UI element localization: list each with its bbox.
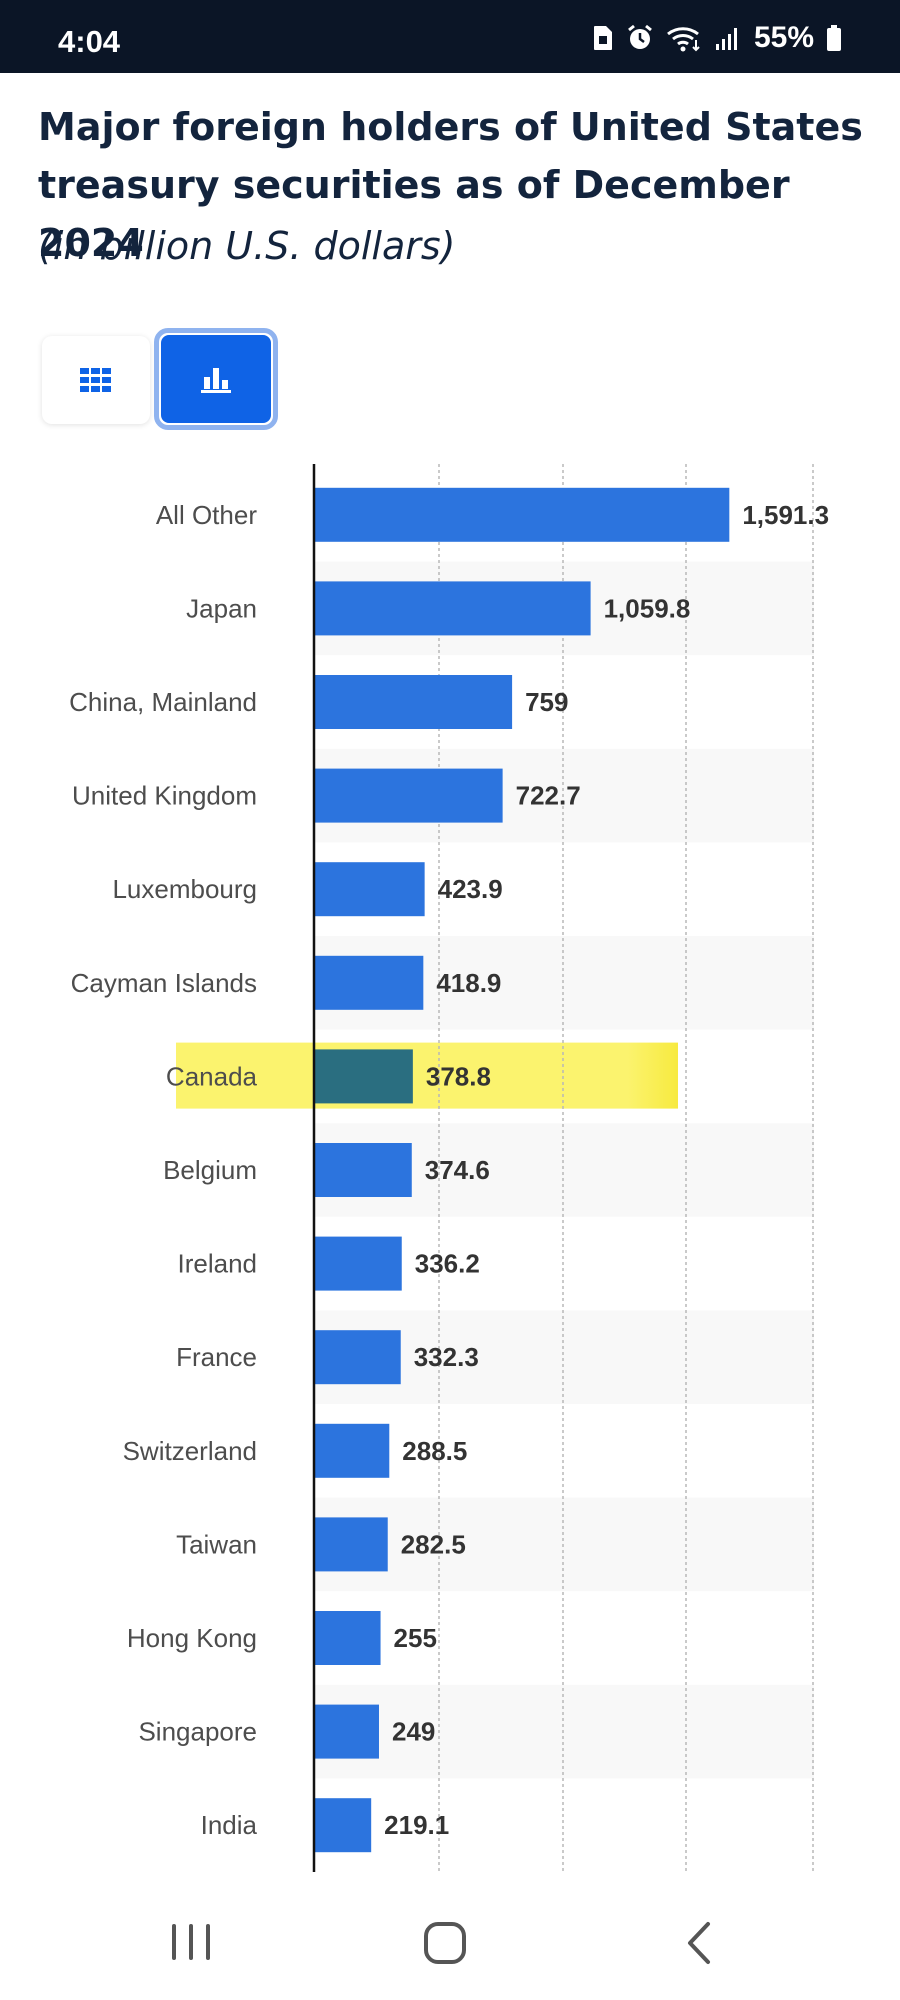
value-label: 759 <box>525 687 568 717</box>
category-label: Cayman Islands <box>71 968 257 998</box>
battery-percent: 55% <box>753 21 814 54</box>
bar <box>314 1143 412 1197</box>
highlight-marker <box>176 1042 678 1109</box>
battery-icon <box>827 25 841 51</box>
value-label: 722.7 <box>516 781 581 811</box>
value-label: 255 <box>394 1623 437 1653</box>
value-label: 219.1 <box>384 1810 449 1840</box>
category-label: India <box>201 1810 258 1840</box>
home-icon[interactable] <box>422 1920 468 1966</box>
status-time: 4:04 <box>58 24 121 59</box>
value-label: 332.3 <box>414 1342 479 1372</box>
category-label: Japan <box>186 593 257 623</box>
bar <box>314 487 730 542</box>
category-label: Taiwan <box>176 1529 257 1559</box>
value-label: 418.9 <box>436 968 501 998</box>
grid-icon <box>80 368 111 392</box>
bar <box>314 1049 413 1104</box>
bar <box>314 675 513 729</box>
category-label: Ireland <box>178 1249 258 1279</box>
value-label: 374.6 <box>425 1155 490 1185</box>
bar <box>314 1423 390 1478</box>
chart-title: Major foreign holders of United States t… <box>38 105 863 265</box>
value-label: 1,591.3 <box>742 500 829 530</box>
row-band <box>314 1684 814 1779</box>
bar <box>314 1704 379 1759</box>
category-label: Hong Kong <box>127 1623 257 1653</box>
bar <box>314 768 503 823</box>
value-label: 288.5 <box>402 1436 467 1466</box>
wifi-icon <box>667 27 700 52</box>
sim-icon <box>593 26 612 50</box>
android-nav-bar <box>0 1880 900 2000</box>
bar <box>314 1236 402 1291</box>
bar <box>314 581 591 636</box>
category-label: Singapore <box>138 1717 257 1747</box>
value-label: 1,059.8 <box>604 593 691 623</box>
back-icon[interactable] <box>680 1920 720 1966</box>
value-label: 249 <box>392 1717 435 1747</box>
category-label: United Kingdom <box>72 781 257 811</box>
alarm-icon <box>628 24 652 49</box>
bar <box>314 1798 372 1853</box>
category-label: Canada <box>166 1061 258 1091</box>
status-bar: 4:04 55% <box>0 0 900 73</box>
category-label: Switzerland <box>123 1436 257 1466</box>
category-label: France <box>176 1342 257 1372</box>
bar-chart: All Other 1,591.3 Japan 1,059.8 China, Mainl… <box>0 460 900 1880</box>
bar <box>314 862 425 917</box>
value-label: 423.9 <box>438 874 503 904</box>
value-label: 282.5 <box>401 1529 466 1559</box>
category-label: Luxembourg <box>112 874 257 904</box>
bar <box>314 1330 401 1385</box>
bar <box>314 955 424 1010</box>
chart-svg: All Other 1,591.3 Japan 1,059.8 China, Mainl… <box>69 464 829 1872</box>
bar <box>314 1611 381 1665</box>
chart-view-button-fill <box>161 335 271 423</box>
table-view-button[interactable] <box>42 336 150 424</box>
category-label: All Other <box>156 500 257 530</box>
status-icons: 55% <box>592 20 842 56</box>
row-band <box>314 1497 814 1592</box>
category-label: China, Mainland <box>69 687 257 717</box>
recent-apps-icon[interactable] <box>168 1920 214 1964</box>
signal-icon <box>715 28 737 50</box>
bar <box>314 1517 388 1572</box>
chart-subtitle: (in billion U.S. dollars) <box>38 224 456 268</box>
bar-chart-icon <box>201 368 231 393</box>
value-label: 378.8 <box>426 1061 491 1091</box>
value-label: 336.2 <box>415 1249 480 1279</box>
chart-view-button[interactable] <box>154 328 278 430</box>
category-label: Belgium <box>163 1155 257 1185</box>
